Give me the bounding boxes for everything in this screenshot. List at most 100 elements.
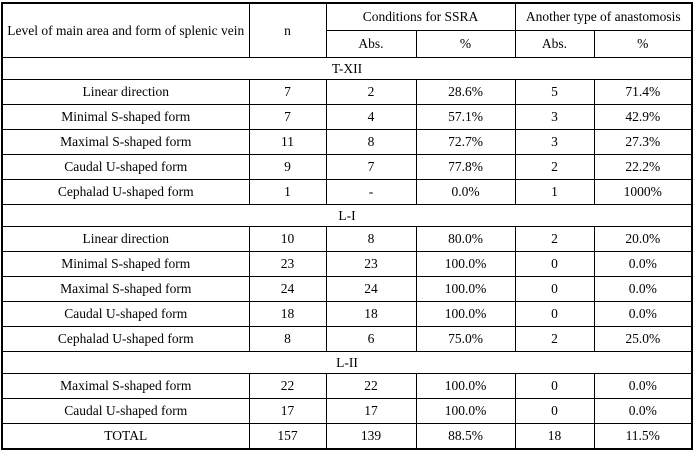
table-row: Linear direction 7 2 28.6% 5 71.4%: [1, 79, 693, 105]
header-other-pct: %: [593, 30, 693, 58]
n-cell: 7: [248, 79, 327, 105]
other-pct-cell: 25.0%: [593, 326, 693, 352]
ssra-pct-cell: 80.0%: [415, 226, 516, 252]
other-pct-cell: 27.3%: [593, 129, 693, 155]
table-row: Minimal S-shaped form 7 4 57.1% 3 42.9%: [1, 104, 693, 130]
form-cell: TOTAL: [1, 423, 250, 450]
form-cell: Maximal S-shaped form: [1, 373, 250, 399]
ssra-pct-cell: 72.7%: [415, 129, 516, 155]
section-band-label: T-XII: [2, 57, 693, 80]
ssra-pct-cell: 28.6%: [415, 79, 516, 105]
ssra-abs-cell: 2: [325, 79, 417, 105]
table-row: Cephalad U-shaped form 1-0.0% 1 1000%: [1, 179, 693, 205]
other-abs-cell: 0: [514, 276, 595, 302]
other-pct-cell: 71.4%: [593, 79, 693, 105]
table-row: Minimal S-shaped form 23 23 100.0% 0 0.0%: [1, 251, 693, 277]
n-cell: 24: [248, 276, 327, 302]
n-cell: 1: [248, 179, 327, 205]
other-abs-cell: 0: [514, 251, 595, 277]
form-cell: Linear direction: [1, 79, 250, 105]
n-cell: 22: [248, 373, 327, 399]
other-pct-cell: 1000%: [593, 179, 693, 205]
section-band-row: T-XII: [2, 57, 693, 80]
other-pct-cell: 20.0%: [593, 226, 693, 252]
table-row: Maximal S-shaped form 24 24 100.0% 0 0.0%: [1, 276, 693, 302]
n-cell: 8: [248, 326, 327, 352]
n-cell: 17: [248, 398, 327, 424]
ssra-abs-cell: 18: [325, 301, 417, 327]
other-abs-cell: 2: [514, 226, 595, 252]
other-pct-cell: 11.5%: [593, 423, 693, 450]
table-row: Maximal S-shaped form 11 8 72.7% 3 27.3%: [1, 129, 693, 155]
ssra-pct-cell: 100.0%: [415, 301, 516, 327]
other-abs-cell: 0: [514, 301, 595, 327]
other-pct-cell: 42.9%: [593, 104, 693, 130]
ssra-abs-cell: 23: [325, 251, 417, 277]
form-cell: Caudal U-shaped form: [1, 398, 250, 424]
ssra-pct-cell: 57.1%: [415, 104, 516, 130]
table-row: Caudal U-shaped form 9 7 77.8% 2 22.2%: [1, 154, 693, 180]
ssra-abs-cell: 8: [325, 226, 417, 252]
other-abs-cell: 3: [514, 104, 595, 130]
header-ssra-pct: %: [415, 30, 516, 58]
form-cell: Cephalad U-shaped form: [1, 179, 250, 205]
ssra-pct-cell: 88.5%: [415, 423, 516, 450]
ssra-pct-cell: 100.0%: [415, 276, 516, 302]
form-cell: Cephalad U-shaped form: [1, 326, 250, 352]
header-group-other: Another type of anastomosis: [514, 2, 693, 31]
header-group-ssra: Conditions for SSRA: [325, 2, 516, 31]
other-pct-cell: 0.0%: [593, 251, 693, 277]
n-cell: 18: [248, 301, 327, 327]
other-abs-cell: 1: [514, 179, 595, 205]
ssra-abs-cell: 17: [325, 398, 417, 424]
n-cell: 10: [248, 226, 327, 252]
table-header: Level of main area and form of splenic v…: [1, 2, 693, 58]
header-ssra-abs: Abs.: [325, 30, 417, 58]
n-cell: 23: [248, 251, 327, 277]
section-band-label: L-II: [2, 351, 693, 374]
ssra-pct-cell: 100.0%: [415, 251, 516, 277]
ssra-abs-cell: 8: [325, 129, 417, 155]
ssra-abs-cell: 7: [325, 154, 417, 180]
header-form-column: Level of main area and form of splenic v…: [1, 2, 250, 58]
form-cell: Minimal S-shaped form: [1, 104, 250, 130]
table-row: Linear direction 10 8 80.0% 2 20.0%: [1, 226, 693, 252]
section-band-row: L-I: [2, 204, 693, 227]
other-abs-cell: 3: [514, 129, 595, 155]
header-other-abs: Abs.: [514, 30, 595, 58]
form-cell: Caudal U-shaped form: [1, 154, 250, 180]
other-abs-cell: 0: [514, 398, 595, 424]
other-abs-cell: 2: [514, 326, 595, 352]
other-abs-cell: 2: [514, 154, 595, 180]
form-cell: Maximal S-shaped form: [1, 129, 250, 155]
ssra-abs-cell: 22: [325, 373, 417, 399]
ssra-abs-cell: 24: [325, 276, 417, 302]
ssra-abs-cell: -: [325, 179, 417, 205]
table-row: Caudal U-shaped form 18 18 100.0% 0 0.0%: [1, 301, 693, 327]
ssra-pct-cell: 77.8%: [415, 154, 516, 180]
n-cell: 11: [248, 129, 327, 155]
other-pct-cell: 0.0%: [593, 276, 693, 302]
form-cell: Minimal S-shaped form: [1, 251, 250, 277]
other-pct-cell: 0.0%: [593, 398, 693, 424]
table-body: T-XII Linear direction 7 2 28.6% 5 71.4% Minima…: [1, 57, 693, 450]
form-cell: Caudal U-shaped form: [1, 301, 250, 327]
header-group-row: Level of main area and form of splenic v…: [1, 2, 693, 58]
ssra-pct-cell: 100.0%: [415, 398, 516, 424]
table-row: Maximal S-shaped form 22 22 100.0% 0 0.0%: [1, 373, 693, 399]
section-band-label: L-I: [2, 204, 693, 227]
ssra-pct-cell: 100.0%: [415, 373, 516, 399]
other-pct-cell: 22.2%: [593, 154, 693, 180]
ssra-pct-cell: 0.0%: [415, 179, 516, 205]
other-abs-cell: 5: [514, 79, 595, 105]
ssra-abs-cell: 139: [325, 423, 417, 450]
section-band-row: L-II: [2, 351, 693, 374]
total-row: TOTAL 157 139 88.5% 18 11.5%: [1, 423, 693, 450]
other-abs-cell: 0: [514, 373, 595, 399]
n-cell: 7: [248, 104, 327, 130]
table-row: Cephalad U-shaped form 8 6 75.0% 2 25.0%: [1, 326, 693, 352]
other-abs-cell: 18: [514, 423, 595, 450]
ssra-abs-cell: 4: [325, 104, 417, 130]
ssra-abs-cell: 6: [325, 326, 417, 352]
